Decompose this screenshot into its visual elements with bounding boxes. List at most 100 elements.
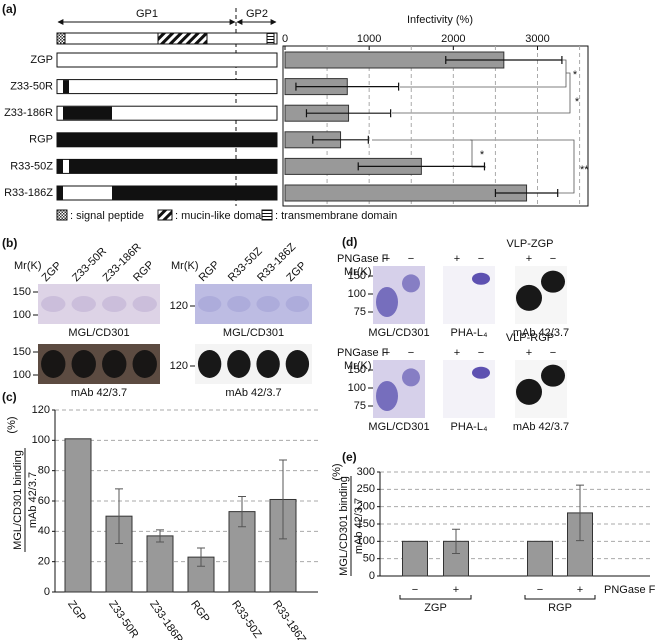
y-axis-unit: (%) [331,463,343,480]
error-bar [238,495,246,528]
mr-label: Mr(K) [171,260,199,272]
panel-label: (a) [2,2,17,16]
x-tick-label: R33-50Z [229,599,264,640]
treatment-sign: − [478,253,484,265]
y-axis-title: mAb 42/3.7 [353,498,365,554]
blot-caption: mAb 42/3.7 [513,327,569,339]
blot-band [132,296,157,312]
bar [402,540,428,577]
blot-caption: PHA-L₄ [451,327,488,339]
group-label: ZGP [424,602,447,614]
treatment-sign: − [550,347,556,359]
legend-text: : signal peptide [70,210,144,222]
bar [284,184,528,202]
x-tick-label: + [453,584,459,596]
y-tick-label: 40 [38,525,50,537]
construct-schematic [56,158,278,174]
x-tick-label: RGP [188,599,212,625]
x-tick-label: − [412,584,418,596]
significance-bracket [372,59,575,194]
plot-frame [282,45,589,207]
treatment-label: PNGase F [337,253,389,265]
construct-schematic [56,79,278,95]
x-tick-label: Z33-186R [147,599,185,640]
error-bar [576,484,584,542]
x-tick-label: 0 [282,33,288,45]
construct-insert [63,159,69,173]
protein-schematic [56,32,278,45]
blot-band [402,368,420,387]
blot-band [41,350,66,378]
y-tick-label: 50 [363,553,375,565]
blot-band [197,296,222,312]
blot-band [541,270,565,293]
blot-caption: MGL/CD301 [368,327,429,339]
blot-band [472,366,490,379]
lane-label: ZGP [284,260,308,284]
treatment-sign: − [408,253,414,265]
panel-label: (c) [2,390,17,404]
error-bar [156,529,164,543]
blot-band [41,296,66,312]
region-label: GP1 [136,8,158,20]
blot-band [227,350,251,378]
category-label: Z33-50R [10,81,53,93]
error-bar [357,162,486,171]
blot-caption: MGL/CD301 [223,327,284,339]
y-tick-label: 100 [357,535,375,547]
group-bracket [399,595,472,600]
mr-tick-label: 100 [348,382,366,394]
category-label: ZGP [30,54,53,66]
y-tick-label: 200 [357,501,375,513]
construct-schematic [56,52,278,68]
bar [64,438,92,593]
x-tick-label: 2000 [441,33,465,45]
blot-band [285,350,310,378]
treatment-sign: − [408,347,414,359]
blot-band [256,350,280,378]
bar [105,515,133,593]
lane-label: ZGP [40,260,64,284]
y-tick-label: 0 [44,586,50,598]
error-bar [279,459,287,540]
mr-tick-label: 150 [348,270,366,282]
y-tick-label: 0 [369,570,375,582]
blot-caption: MGL/CD301 [68,327,129,339]
mr-tick-label: 75 [354,400,366,412]
construct-insert [63,186,112,200]
treatment-sign: + [454,347,460,359]
blot-caption: mAb 42/3.7 [513,421,569,433]
legend-swatch [56,209,68,221]
construct-insert [63,80,69,94]
error-bar [295,82,400,91]
error-bar [452,528,460,554]
legend-text: : transmembrane domain [275,210,397,222]
legend-text: : mucin-like domain [175,210,270,222]
error-bar [197,547,205,567]
construct-schematic [56,132,278,148]
mr-tick-label: 100 [13,369,31,381]
x-tick-label: − [537,584,543,596]
category-label: RGP [29,134,53,146]
mr-tick-label: 150 [348,364,366,376]
treatment-sign: + [526,253,532,265]
significance-mark: * [573,69,578,81]
legend-swatch [261,209,273,221]
blot-band [197,350,222,378]
region-label: GP2 [246,8,268,20]
blot-band [376,286,398,317]
error-bar [305,109,392,118]
mr-tick-label: 150 [13,286,31,298]
treatment-sign: − [478,347,484,359]
treatment-sign: + [384,253,390,265]
group-title: PNGase F [604,584,656,596]
treatment-sign: − [550,253,556,265]
bar [146,535,174,593]
category-label: Z33-186R [4,107,53,119]
x-tick-label: 1000 [357,33,381,45]
blot-band [516,378,542,405]
axis-title: Infectivity (%) [407,14,473,26]
x-tick-label: + [577,584,583,596]
panel-label: (d) [342,235,357,249]
